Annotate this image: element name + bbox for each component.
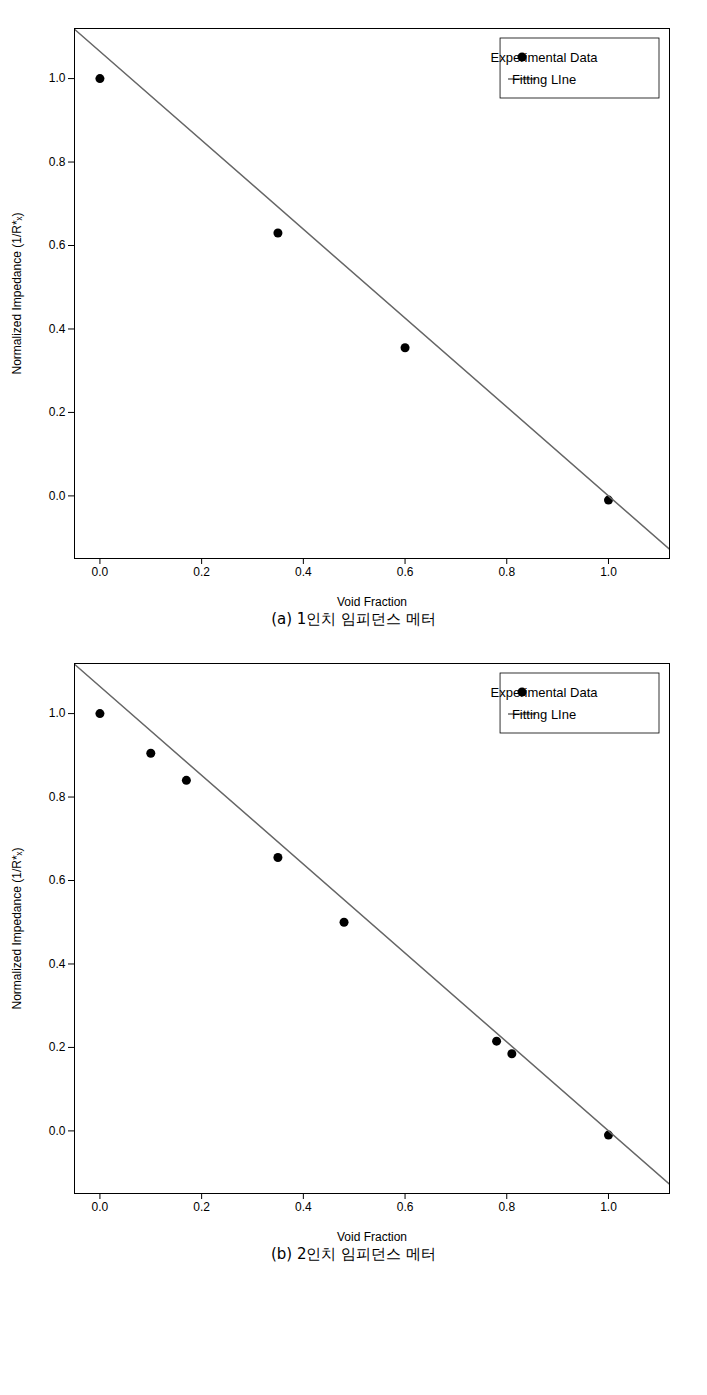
- svg-text:0.6: 0.6: [48, 873, 65, 887]
- svg-text:0.2: 0.2: [193, 565, 210, 579]
- svg-text:1.0: 1.0: [48, 71, 65, 85]
- svg-text:0.8: 0.8: [498, 1200, 515, 1214]
- svg-text:0.0: 0.0: [91, 565, 108, 579]
- svg-text:Void Fraction: Void Fraction: [336, 1230, 406, 1244]
- svg-text:Normalized Impedance (1/R*ₓ): Normalized Impedance (1/R*ₓ): [10, 847, 24, 1009]
- svg-text:Experimental Data: Experimental Data: [490, 50, 598, 65]
- svg-text:1.0: 1.0: [600, 1200, 617, 1214]
- svg-text:0.8: 0.8: [48, 790, 65, 804]
- svg-text:Fitting LIne: Fitting LIne: [511, 72, 575, 87]
- svg-text:0.6: 0.6: [48, 238, 65, 252]
- html-text:(b) 2인치 임피던스 메터: (b) 2인치 임피던스 메터: [271, 1245, 436, 1263]
- svg-text:0.4: 0.4: [295, 1200, 312, 1214]
- svg-text:0.0: 0.0: [48, 1124, 65, 1138]
- svg-text:1.0: 1.0: [48, 706, 65, 720]
- svg-text:Experimental Data: Experimental Data: [490, 685, 598, 700]
- html-text:(a) 1인치 임피던스 메터: (a) 1인치 임피던스 메터: [271, 610, 436, 628]
- svg-text:0.2: 0.2: [48, 1040, 65, 1054]
- svg-text:0.2: 0.2: [48, 405, 65, 419]
- svg-text:0.2: 0.2: [193, 1200, 210, 1214]
- svg-text:Void Fraction: Void Fraction: [336, 595, 406, 609]
- svg-text:0.4: 0.4: [48, 322, 65, 336]
- svg-text:0.6: 0.6: [396, 565, 413, 579]
- svg-text:0.4: 0.4: [48, 957, 65, 971]
- svg-text:0.0: 0.0: [91, 1200, 108, 1214]
- svg-text:1.0: 1.0: [600, 565, 617, 579]
- svg-text:0.8: 0.8: [498, 565, 515, 579]
- svg-text:Fitting LIne: Fitting LIne: [511, 707, 575, 722]
- svg-text:0.0: 0.0: [48, 489, 65, 503]
- svg-text:0.6: 0.6: [396, 1200, 413, 1214]
- svg-text:0.4: 0.4: [295, 565, 312, 579]
- svg-text:0.8: 0.8: [48, 155, 65, 169]
- svg-text:Normalized Impedance (1/R*ₓ): Normalized Impedance (1/R*ₓ): [10, 212, 24, 374]
